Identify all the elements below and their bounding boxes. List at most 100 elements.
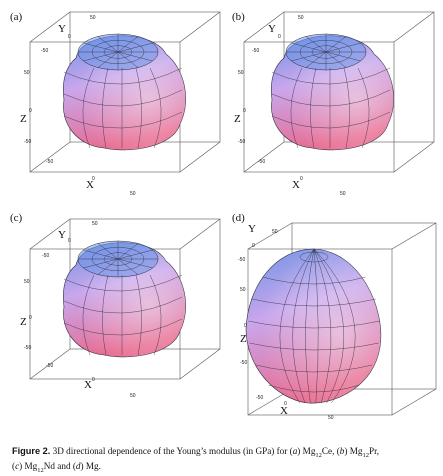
tick-y-top: 50 — [272, 229, 278, 235]
bounding-box-edge — [247, 222, 293, 250]
figure-caption: Figure 2. 3D directional dependence of t… — [12, 446, 440, 476]
tick-z-low: -50 — [24, 139, 32, 145]
mesh-radial-line — [117, 249, 153, 260]
caption-subscript: 12 — [315, 451, 322, 459]
tick-x-mid: 0 — [300, 176, 303, 182]
bounding-box-edge — [243, 11, 285, 43]
axis-label-z: Z — [234, 113, 241, 125]
mesh-radial-line — [97, 51, 119, 68]
bounding-box-edge — [179, 348, 221, 380]
tick-z-top: 50 — [238, 70, 244, 76]
mesh-latitude-line — [262, 276, 366, 285]
mesh-latitude-line — [255, 364, 373, 373]
tick-y-mid: 0 — [68, 34, 71, 40]
caption-text: Ce, ( — [321, 446, 340, 456]
tick-y-mid: 0 — [252, 243, 255, 249]
tick-x-low: -50 — [258, 159, 266, 165]
mesh-longitude-line — [292, 248, 315, 404]
mesh-radial-line — [97, 258, 119, 275]
caption-text: ) Mg — [344, 446, 363, 456]
caption-text: Pr, — [369, 446, 380, 456]
tick-z-top: 50 — [240, 287, 246, 293]
bounding-box-edge — [391, 388, 437, 416]
tick-z-mid: 0 — [29, 315, 32, 321]
mesh-longitude-line — [82, 67, 95, 149]
caption-b: b — [339, 446, 345, 456]
tick-x-low: -50 — [46, 159, 54, 165]
tick-x-high: 50 — [328, 415, 334, 421]
tick-y-low: -50 — [252, 48, 260, 54]
mesh-latitude-line — [63, 89, 183, 107]
mesh-ring — [311, 45, 341, 59]
caption-subscript: 12 — [37, 466, 44, 474]
bounding-box-edge — [29, 11, 71, 43]
tick-y-top: 50 — [90, 15, 96, 21]
mesh-ring — [91, 247, 145, 271]
mesh-longitude-line — [135, 274, 142, 356]
mesh-longitude-line — [343, 67, 350, 149]
mesh-latitude-line — [248, 320, 380, 329]
bounding-box-edge — [179, 141, 221, 173]
tick-y-mid: 0 — [278, 34, 281, 40]
young-modulus-surface-d — [245, 222, 437, 416]
mesh-radial-line — [97, 243, 119, 260]
axis-label-y: Y — [58, 23, 66, 35]
young-modulus-surface-c — [29, 218, 221, 380]
surface-highlight — [246, 249, 381, 404]
bounding-box-edge — [29, 218, 71, 250]
mesh-radial-line — [97, 36, 119, 53]
mesh-longitude-line — [313, 248, 319, 404]
caption-text: ( — [12, 460, 16, 471]
mesh-longitude-line — [357, 67, 370, 149]
mesh-latitude-line — [268, 384, 360, 393]
caption-text: ) Mg. — [80, 460, 101, 471]
mesh-latitude-line — [271, 89, 391, 107]
mesh-longitude-line — [102, 67, 109, 149]
bounding-box-edge — [29, 348, 71, 380]
mesh-radial-line — [291, 42, 327, 53]
tick-y-top: 50 — [298, 15, 304, 21]
mesh-radial-line — [117, 243, 139, 260]
tick-y-low: -50 — [42, 253, 50, 259]
tick-x-mid: 0 — [92, 176, 95, 182]
mesh-longitude-line — [313, 248, 332, 404]
tick-z-top: 50 — [24, 70, 30, 76]
mesh-radial-line — [83, 249, 119, 260]
axis-label-y: Y — [268, 23, 276, 35]
mesh-radial-line — [117, 51, 153, 62]
bounding-box-edge — [393, 141, 435, 173]
axis-label-z: Z — [20, 316, 27, 328]
young-modulus-surface-a — [29, 11, 221, 173]
mesh-radial-line — [325, 51, 361, 62]
caption-d: d — [75, 460, 81, 471]
tick-z-low: -50 — [240, 360, 248, 366]
mesh-radial-line — [117, 36, 139, 53]
tick-y-mid: 0 — [68, 238, 71, 244]
young-modulus-surface-b — [243, 11, 435, 173]
caption-text: ) Mg — [297, 446, 316, 456]
panel-label: (b) — [232, 11, 245, 23]
mesh-longitude-line — [313, 248, 356, 404]
tick-y-low: -50 — [41, 48, 49, 54]
figure-number: Figure 2. — [12, 446, 51, 456]
tick-z-mid: 0 — [243, 108, 246, 114]
tick-z-top: 50 — [24, 279, 30, 285]
tick-x-high: 50 — [340, 191, 346, 197]
bounding-box-edge — [243, 141, 285, 173]
mesh-radial-line — [325, 51, 347, 68]
mesh-radial-line — [83, 51, 119, 62]
bounding-box-edge — [179, 11, 221, 43]
tick-z-mid: 0 — [244, 323, 247, 329]
tick-z-low: -50 — [24, 345, 32, 351]
panel-label: (a) — [10, 11, 23, 23]
figure-panel-c: (c) Y Z X 50 0 -50 50 0 -50 -50 0 50 — [0, 205, 221, 443]
tick-y-low: -50 — [238, 257, 246, 263]
caption-text: ) Mg — [19, 460, 38, 471]
tick-y-top: 50 — [92, 221, 98, 227]
mesh-latitude-line — [271, 67, 391, 85]
mesh-longitude-line — [290, 67, 303, 149]
mesh-radial-line — [83, 42, 119, 53]
caption-text: Nd and ( — [43, 460, 76, 471]
mesh-ring — [91, 40, 145, 64]
mesh-longitude-line — [305, 248, 315, 404]
